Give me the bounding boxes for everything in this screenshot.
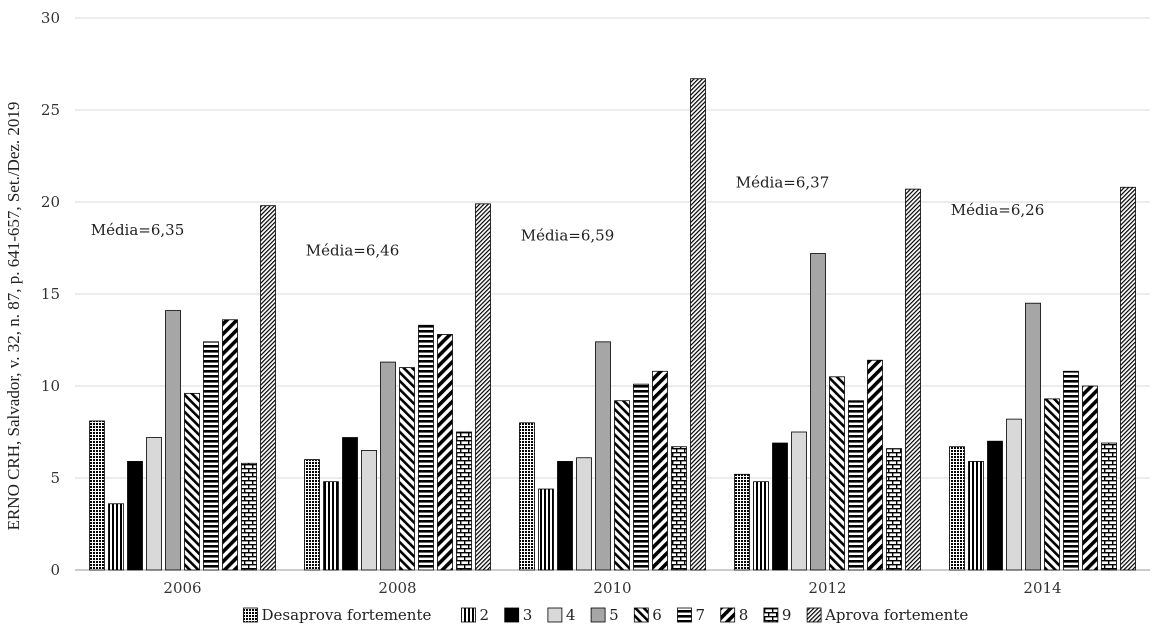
bar bbox=[538, 488, 554, 571]
y-tick-label: 30 bbox=[41, 9, 60, 27]
bar bbox=[380, 361, 396, 571]
y-tick-label: 10 bbox=[41, 377, 60, 395]
bar bbox=[829, 376, 845, 571]
legend-label: 2 bbox=[480, 606, 490, 624]
bar bbox=[222, 319, 238, 571]
legend-swatch bbox=[677, 607, 692, 623]
y-tick-label: 0 bbox=[50, 561, 60, 579]
x-tick-label: 2012 bbox=[808, 579, 846, 597]
legend-swatch bbox=[763, 607, 779, 623]
legend-swatch bbox=[504, 607, 520, 623]
bar bbox=[241, 462, 257, 571]
x-tick-label: 2008 bbox=[378, 579, 416, 597]
legend: Desaprova fortemente 2 3 4 5 6 7 8 9 Aprova forte… bbox=[243, 606, 968, 624]
bar bbox=[456, 431, 472, 571]
legend-label: Aprova fortemente bbox=[824, 606, 968, 624]
bar bbox=[671, 446, 687, 571]
bar bbox=[1006, 418, 1022, 571]
mean-annotation: Média=6,26 bbox=[951, 201, 1045, 219]
mean-annotation: Média=6,35 bbox=[91, 221, 185, 239]
bar bbox=[734, 473, 750, 571]
bar bbox=[633, 383, 649, 571]
legend-label: Desaprova fortemente bbox=[262, 606, 432, 624]
legend-swatch bbox=[461, 607, 476, 623]
bar bbox=[810, 253, 826, 571]
bar bbox=[772, 442, 788, 571]
x-tick-label: 2010 bbox=[593, 579, 631, 597]
bar bbox=[323, 481, 339, 571]
bar bbox=[203, 341, 219, 571]
legend-swatch bbox=[806, 607, 822, 623]
legend-label: 6 bbox=[652, 606, 662, 624]
bar bbox=[260, 205, 276, 571]
bar bbox=[361, 449, 377, 571]
bar bbox=[987, 440, 1003, 571]
bar bbox=[848, 400, 864, 571]
bar bbox=[886, 448, 902, 571]
bar bbox=[342, 437, 358, 571]
bar bbox=[595, 341, 611, 571]
y-tick-label: 5 bbox=[50, 469, 60, 487]
y-tick-label: 15 bbox=[41, 285, 60, 303]
mean-annotation: Média=6,37 bbox=[736, 173, 830, 191]
legend-label: 7 bbox=[696, 606, 706, 624]
bar bbox=[304, 459, 320, 571]
y-tick-label: 25 bbox=[41, 101, 60, 119]
y-tick-label: 20 bbox=[41, 193, 60, 211]
mean-annotations: Média=6,35 Média=6,46 Média=6,59 Média=6,37… bbox=[91, 173, 1045, 259]
legend-label: 4 bbox=[566, 606, 576, 624]
bar bbox=[89, 420, 105, 571]
bar bbox=[753, 481, 769, 571]
legend-label: 5 bbox=[609, 606, 619, 624]
bar bbox=[146, 437, 162, 571]
bar bbox=[867, 359, 883, 571]
legend-swatch bbox=[590, 607, 606, 623]
bar bbox=[949, 446, 965, 571]
bar bbox=[905, 188, 921, 571]
bar bbox=[399, 367, 415, 571]
bar bbox=[1120, 186, 1136, 571]
bar bbox=[1063, 370, 1079, 571]
bar bbox=[1082, 385, 1098, 571]
bars bbox=[89, 78, 1136, 571]
bar bbox=[519, 422, 535, 571]
legend-label: 9 bbox=[782, 606, 792, 624]
legend-label: 8 bbox=[739, 606, 749, 624]
bar bbox=[791, 431, 807, 571]
x-tick-label: 2014 bbox=[1023, 579, 1061, 597]
x-axis-ticks: 2006 2008 2010 2012 2014 bbox=[163, 579, 1061, 597]
legend-swatch bbox=[720, 607, 736, 623]
bar bbox=[968, 461, 984, 571]
bar bbox=[1025, 302, 1041, 571]
bar bbox=[418, 324, 434, 571]
bar bbox=[690, 78, 706, 571]
bar bbox=[1044, 398, 1060, 571]
bar bbox=[437, 334, 453, 571]
mean-annotation: Média=6,59 bbox=[521, 227, 615, 245]
bar bbox=[127, 461, 143, 571]
bar bbox=[475, 203, 491, 571]
bar bbox=[108, 503, 124, 571]
mean-annotation: Média=6,46 bbox=[306, 241, 400, 259]
bar bbox=[1101, 442, 1117, 571]
legend-label: 3 bbox=[523, 606, 533, 624]
legend-swatch bbox=[547, 607, 563, 623]
legend-swatch bbox=[633, 607, 649, 623]
x-tick-label: 2006 bbox=[163, 579, 201, 597]
bar bbox=[652, 370, 668, 571]
y-axis-ticks: 0 5 10 15 20 25 30 bbox=[41, 9, 60, 579]
bar bbox=[184, 392, 200, 571]
legend-swatch bbox=[243, 607, 258, 623]
bar bbox=[557, 461, 573, 571]
bar bbox=[165, 310, 181, 571]
bar bbox=[614, 400, 630, 571]
bar bbox=[576, 457, 592, 571]
